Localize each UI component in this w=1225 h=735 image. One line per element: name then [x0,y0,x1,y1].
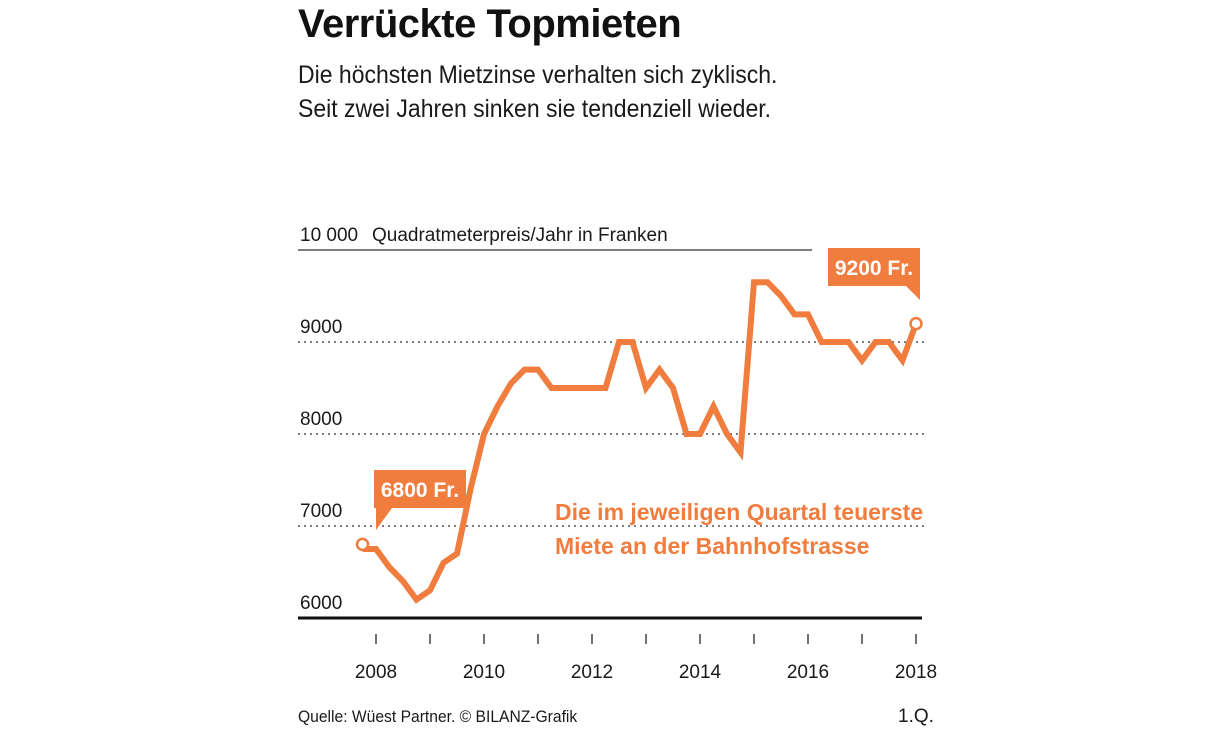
x-tick-label: 2008 [355,662,397,683]
source-note: Quelle: Wüest Partner. © BILANZ-Grafik [298,707,578,726]
annotation: Die im jeweiligen Quartal teuerste Miete … [555,499,923,559]
grid-lines [298,249,928,620]
y-tick-label: 6000 [300,593,342,614]
chart-title: Verrückte Topmieten [298,2,682,46]
y-tick-label: 7000 [300,501,342,522]
x-tick-label: 2010 [463,662,505,683]
y-axis-label: Quadratmeterpreis/Jahr in Franken [372,225,668,246]
callout-box-start [374,470,466,530]
subtitle-line-1: Die höchsten Mietzinse verhalten sich zy… [298,61,778,89]
callout-label-end: 9200 Fr. [835,257,913,280]
x-tick-label: 2012 [571,662,613,683]
series-line-path [362,279,919,604]
y-tick-label: 9000 [300,317,342,338]
y-axis-ticks: 6000 7000 8000 9000 10 000 [300,225,358,614]
chart-subtitle: Die höchsten Mietzinse verhalten sich zy… [298,58,777,126]
y-tick-label: 10 000 [300,225,358,246]
x-axis: 2008 2010 2012 2014 2016 2018 1.Q. [355,634,937,727]
subtitle-line-2: Seit zwei Jahren sinken sie tendenziell … [298,95,772,123]
callout-box-end [828,248,920,300]
series-line [362,279,919,604]
x-tick-label: 2018 [895,662,937,683]
end-point-marker [909,316,923,331]
x-tick-label: 2014 [679,662,722,683]
callouts: 6800 Fr. 9200 Fr. [355,248,923,552]
x-tick-label: 2016 [787,662,829,683]
annotation-line: Die im jeweiligen Quartal teuerste [555,499,923,525]
annotation-line: Miete an der Bahnhofstrasse [555,533,869,559]
x-tick-sublabel: 1.Q. [898,706,934,727]
callout-label-start: 6800 Fr. [381,479,459,502]
y-tick-label: 8000 [300,409,342,430]
start-point-marker [355,537,370,552]
